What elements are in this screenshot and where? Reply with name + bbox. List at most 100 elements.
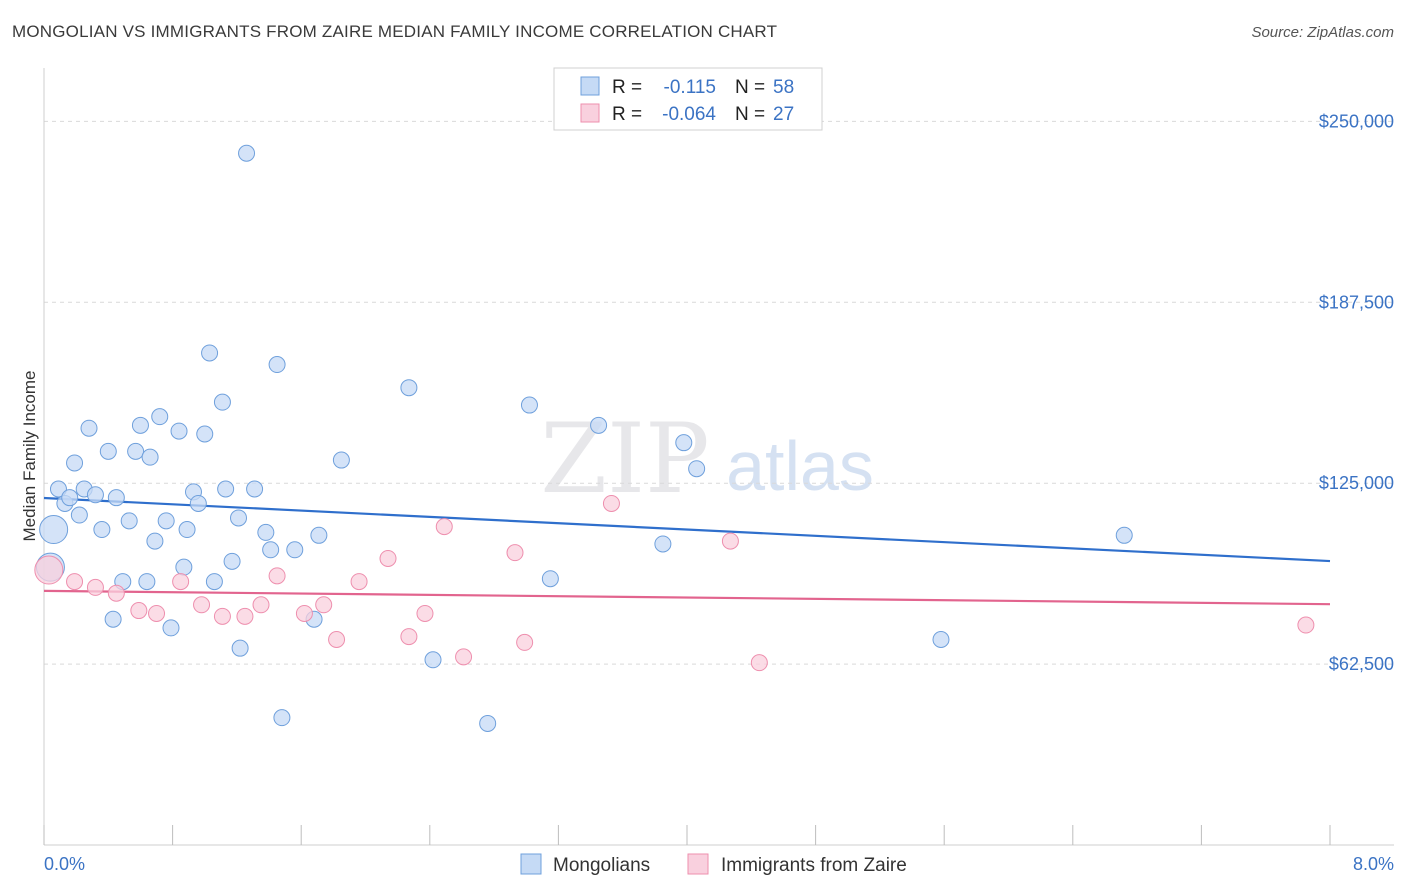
stats-legend: R = -0.115 N = 58 R = -0.064 N = 27: [553, 67, 823, 131]
point-mongolian: [205, 573, 223, 591]
point-mongolian: [257, 523, 275, 541]
series-legend-mongolians: Mongolians: [553, 855, 650, 876]
point-zaire: [435, 518, 453, 536]
legend-r-value-2: -0.064: [662, 104, 716, 125]
point-mongolian: [178, 521, 196, 539]
point-zaire: [455, 648, 473, 666]
point-mongolian: [230, 509, 248, 527]
point-mongolian: [654, 535, 672, 553]
point-mongolian: [189, 494, 207, 512]
point-zaire: [328, 631, 346, 649]
y-tick-label: $187,500: [1319, 292, 1394, 312]
point-mongolian: [120, 512, 138, 530]
point-mongolian: [400, 379, 418, 397]
legend-n-value-2: 27: [773, 104, 794, 125]
point-mongolian: [127, 442, 145, 460]
series-legend-zaire: Immigrants from Zaire: [721, 855, 907, 876]
point-mongolian: [273, 709, 291, 727]
point-mongolian: [424, 651, 442, 669]
point-mongolian: [146, 532, 164, 550]
point-mongolian: [175, 558, 193, 576]
point-zaire: [416, 604, 434, 622]
point-mongolian: [61, 489, 79, 507]
x-tick-min: 0.0%: [44, 854, 85, 874]
point-mongolian: [223, 552, 241, 570]
series-legend-swatch-zaire: [687, 853, 709, 875]
point-mongolian: [310, 526, 328, 544]
y-tick-label: $125,000: [1319, 473, 1394, 493]
point-zaire: [516, 633, 534, 651]
point-mongolian: [66, 454, 84, 472]
point-zaire: [350, 573, 368, 591]
trend-line-zaire: [43, 589, 1331, 606]
point-zaire: [148, 604, 166, 622]
point-zaire: [506, 544, 524, 562]
point-zaire: [252, 596, 270, 614]
point-zaire: [268, 567, 286, 585]
y-tick-label: $250,000: [1319, 111, 1394, 131]
point-zaire: [34, 555, 64, 585]
point-mongolian: [131, 416, 149, 434]
point-mongolian: [162, 619, 180, 637]
point-mongolian: [479, 714, 497, 732]
point-zaire: [750, 654, 768, 672]
point-mongolian: [201, 344, 219, 362]
point-mongolian: [520, 396, 538, 414]
point-zaire: [236, 607, 254, 625]
point-mongolian: [170, 422, 188, 440]
point-mongolian: [141, 448, 159, 466]
point-zaire: [193, 596, 211, 614]
point-mongolian: [213, 393, 231, 411]
point-mongolian: [138, 573, 156, 591]
source-credit: Source: ZipAtlas.com: [1251, 24, 1394, 41]
point-zaire: [1297, 616, 1315, 634]
series-legend: Mongolians Immigrants from Zaire: [520, 853, 907, 876]
point-mongolian: [332, 451, 350, 469]
point-mongolian: [1115, 526, 1133, 544]
y-tick-labels: $62,500 $125,000 $187,500 $250,000: [1319, 111, 1394, 674]
trend-line-mongolians: [43, 496, 1331, 563]
point-mongolian: [39, 515, 69, 545]
point-zaire: [107, 584, 125, 602]
point-zaire: [130, 602, 148, 620]
point-mongolian: [268, 356, 286, 374]
watermark-zip: ZIP: [540, 403, 709, 515]
point-mongolian: [286, 541, 304, 559]
point-zaire: [172, 573, 190, 591]
point-mongolian: [86, 486, 104, 504]
axes: [43, 68, 1394, 846]
x-tick-max: 8.0%: [1353, 854, 1394, 874]
point-zaire: [86, 578, 104, 596]
point-mongolian: [196, 425, 214, 443]
trend-lines: [43, 496, 1331, 606]
point-mongolian: [49, 480, 67, 498]
point-mongolian: [246, 480, 264, 498]
point-mongolian: [675, 434, 693, 452]
point-mongolian: [262, 541, 280, 559]
point-mongolian: [231, 639, 249, 657]
point-mongolian: [99, 442, 117, 460]
point-zaire: [400, 628, 418, 646]
legend-r-label-2: R =: [612, 104, 642, 125]
point-mongolian: [93, 521, 111, 539]
legend-swatch-zaire: [580, 103, 600, 123]
point-mongolian: [104, 610, 122, 628]
point-zaire: [379, 549, 397, 567]
point-mongolian: [932, 631, 950, 649]
point-zaire: [295, 604, 313, 622]
point-zaire: [315, 596, 333, 614]
point-mongolian: [217, 480, 235, 498]
point-zaire: [602, 494, 620, 512]
point-mongolian: [157, 512, 175, 530]
legend-n-value-1: 58: [773, 77, 794, 98]
point-zaire: [721, 532, 739, 550]
legend-n-label-2: N =: [735, 104, 765, 125]
point-mongolian: [590, 416, 608, 434]
point-mongolian: [80, 419, 98, 437]
chart-title: MONGOLIAN VS IMMIGRANTS FROM ZAIRE MEDIA…: [12, 22, 778, 41]
point-mongolian: [688, 460, 706, 478]
y-tick-label: $62,500: [1329, 654, 1394, 674]
watermark-atlas: atlas: [726, 427, 874, 505]
legend-n-label-1: N =: [735, 77, 765, 98]
